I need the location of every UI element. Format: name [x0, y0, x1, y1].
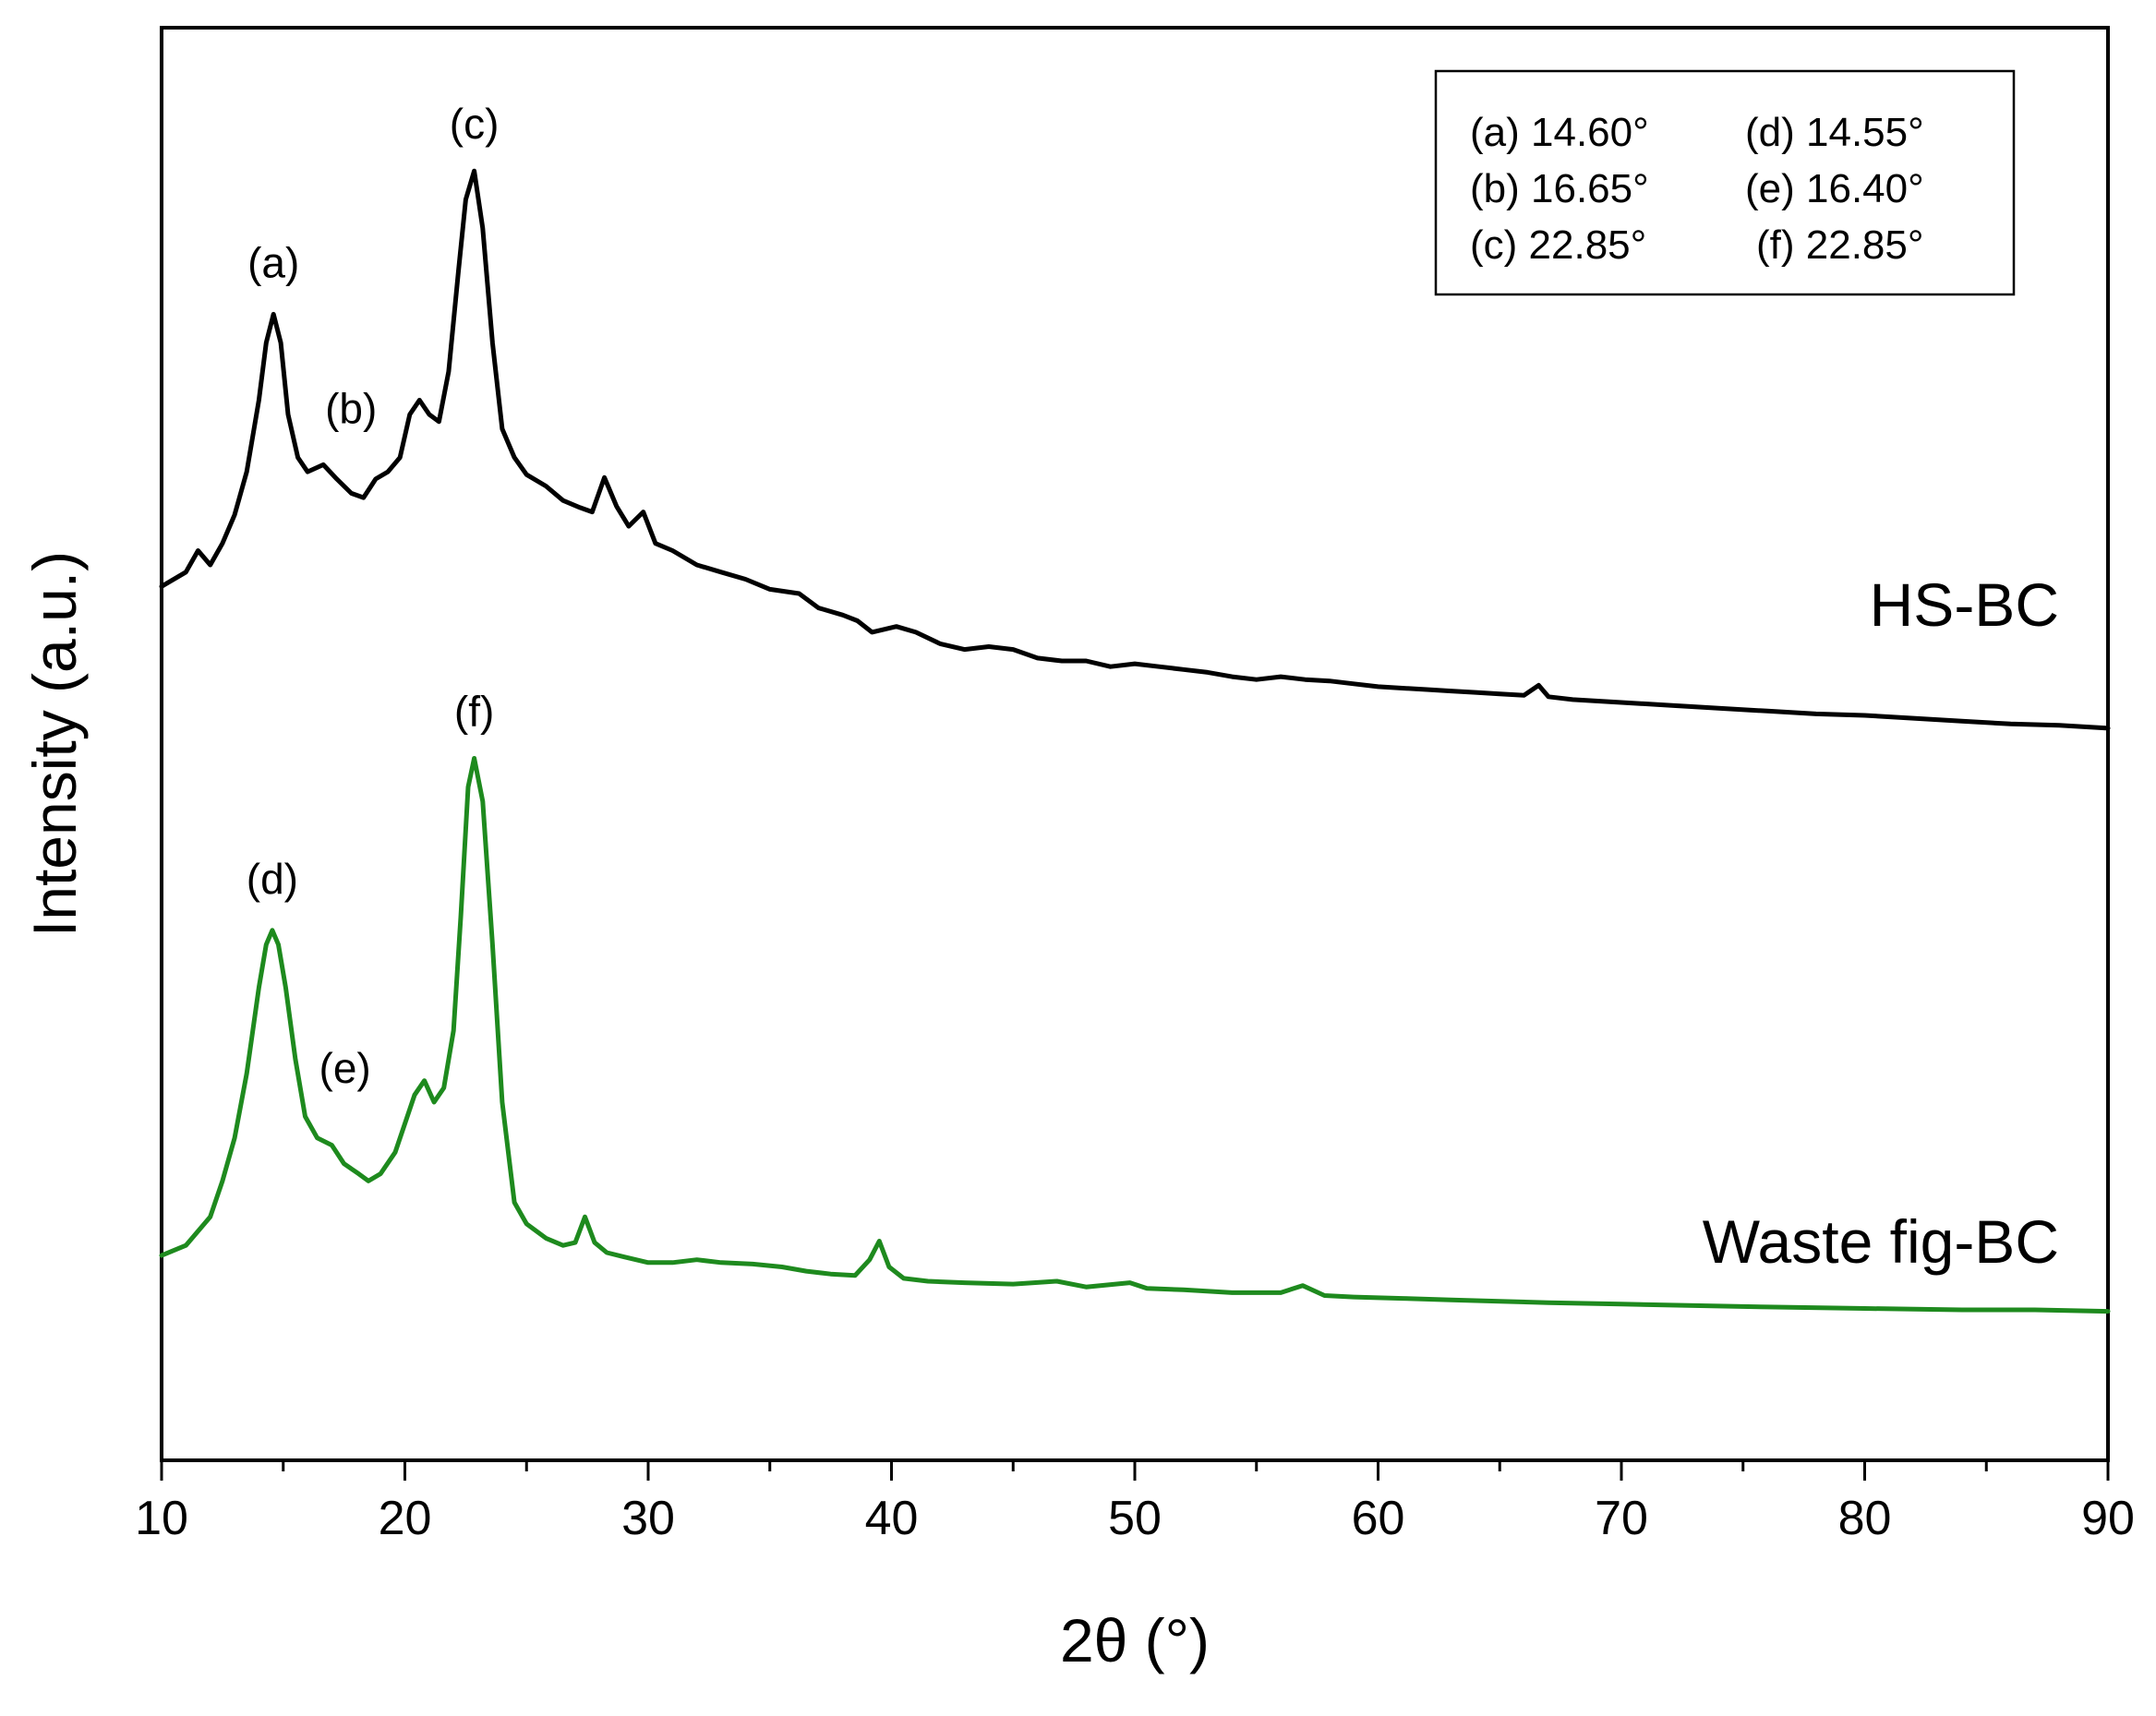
x-ticks: [160, 1460, 2110, 1481]
series-label-0: HS-BC: [1870, 570, 2059, 639]
legend-entry-a: (a) 14.60°: [1470, 110, 1649, 155]
legend-entry-b: (b) 16.65°: [1470, 166, 1649, 211]
x-tick-label: 40: [865, 1492, 919, 1545]
series-line-0: [159, 168, 2111, 731]
peak-label: (f): [454, 688, 494, 736]
legend-entry-d: (d) 14.55°: [1745, 110, 1924, 155]
peak-labels: (a) (b) (c) (d) (e) (f): [247, 100, 500, 1092]
peak-legend: (a) 14.60° (d) 14.55° (b) 16.65° (e) 16.…: [1434, 69, 2016, 296]
x-tick-labels: 10 20 30 40 50 60 70 80 90: [135, 1492, 2135, 1545]
legend-entry-c: (c) 22.85°: [1470, 222, 1646, 268]
series-label-1: Waste fig-BC: [1703, 1207, 2059, 1276]
x-tick-label: 30: [621, 1492, 675, 1545]
x-tick-label: 50: [1108, 1492, 1162, 1545]
series-lines: [159, 168, 2111, 1314]
series-labels: HS-BC Waste fig-BC: [1703, 570, 2059, 1276]
x-tick-label: 20: [379, 1492, 432, 1545]
peak-label: (c): [450, 100, 500, 148]
legend-entry-e: (e) 16.40°: [1745, 166, 1924, 211]
x-axis-title: 2θ (°): [1060, 1606, 1210, 1674]
x-tick-label: 90: [2081, 1492, 2135, 1545]
x-tick-label: 60: [1352, 1492, 1405, 1545]
legend-box: [1434, 69, 2016, 296]
series-line-1: [159, 756, 2111, 1314]
y-axis-title: Intensity (a.u.): [20, 551, 89, 937]
peak-label: (e): [319, 1044, 371, 1092]
x-tick-label: 80: [1838, 1492, 1892, 1545]
x-tick-label: 70: [1595, 1492, 1648, 1545]
x-tick-label: 10: [135, 1492, 188, 1545]
legend-entry-f: (f) 22.85°: [1756, 222, 1923, 268]
peak-label: (b): [325, 384, 377, 432]
peak-label: (a): [247, 238, 299, 286]
peak-label: (d): [247, 855, 298, 903]
